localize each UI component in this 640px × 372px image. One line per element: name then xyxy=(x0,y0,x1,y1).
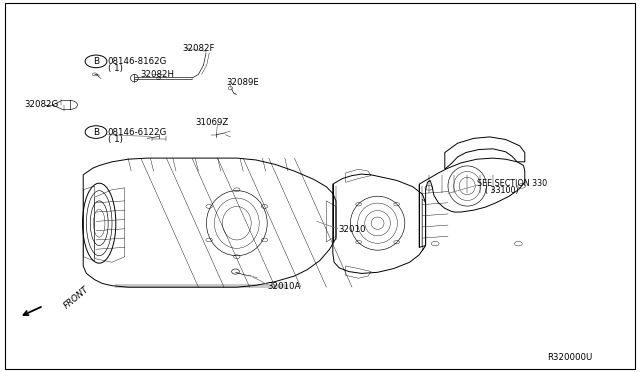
Text: 32082F: 32082F xyxy=(182,44,215,53)
Text: ( 33100): ( 33100) xyxy=(485,186,519,195)
Text: SEE SECTION 330: SEE SECTION 330 xyxy=(477,179,547,187)
Text: 31069Z: 31069Z xyxy=(195,118,228,127)
Text: 32089E: 32089E xyxy=(226,78,259,87)
Text: 32082H: 32082H xyxy=(141,70,175,79)
Text: R320000U: R320000U xyxy=(547,353,593,362)
Text: FRONT: FRONT xyxy=(63,285,91,311)
Text: 32010A: 32010A xyxy=(268,282,301,291)
Text: 32010: 32010 xyxy=(338,225,365,234)
Text: 08146-8162G: 08146-8162G xyxy=(108,57,167,66)
Text: 32082G: 32082G xyxy=(24,100,59,109)
Text: ( 1): ( 1) xyxy=(108,135,122,144)
Text: B: B xyxy=(93,128,99,137)
Text: B: B xyxy=(93,57,99,66)
Text: 08146-6122G: 08146-6122G xyxy=(108,128,167,137)
Text: ( 1): ( 1) xyxy=(108,64,122,73)
